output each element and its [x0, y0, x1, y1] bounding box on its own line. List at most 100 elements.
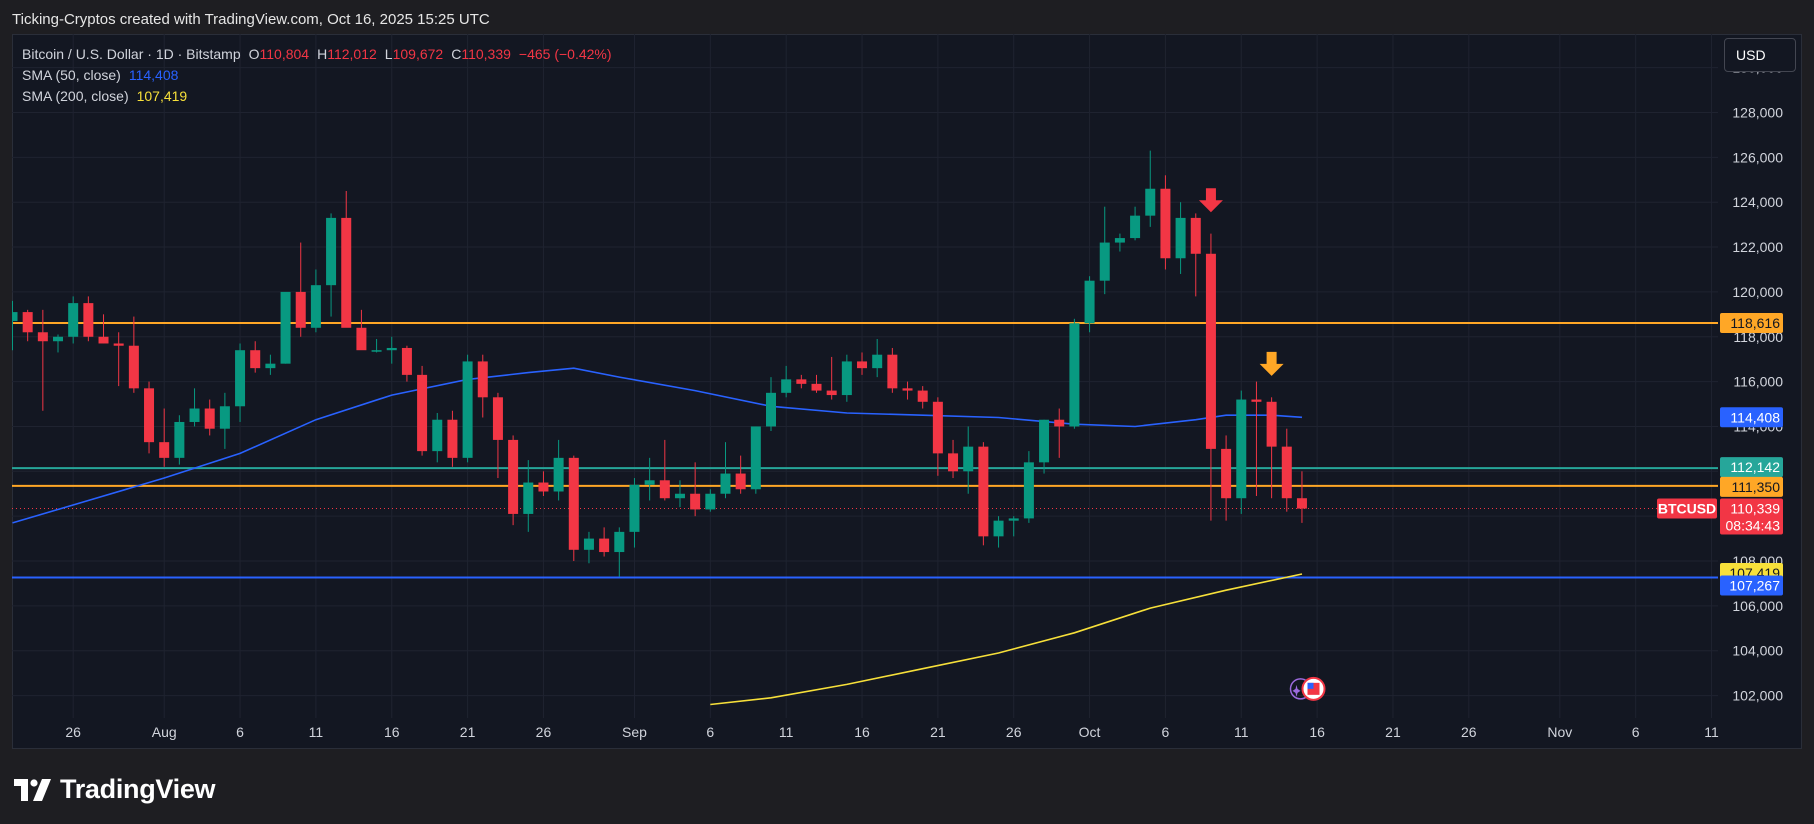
sma50-label[interactable]: SMA (50, close)	[22, 67, 121, 83]
candle-body[interactable]	[1266, 401, 1277, 447]
candle-body[interactable]	[128, 345, 139, 389]
candle-body[interactable]	[1114, 238, 1125, 243]
candle-body[interactable]	[1175, 217, 1186, 259]
candle-body[interactable]	[948, 453, 959, 472]
symbol-tag[interactable]	[1657, 498, 1717, 519]
candle-body[interactable]	[796, 379, 807, 384]
level-tag-112142[interactable]	[1720, 457, 1783, 478]
sma50-line[interactable]	[12, 367, 1303, 524]
candle-body[interactable]	[477, 361, 488, 398]
candle-body[interactable]	[735, 473, 746, 490]
candle-body[interactable]	[417, 374, 428, 452]
candle-body[interactable]	[568, 457, 579, 550]
candle-body[interactable]	[674, 493, 685, 499]
candle-body[interactable]	[932, 401, 943, 454]
candle-body[interactable]	[1281, 446, 1292, 499]
candle-body[interactable]	[659, 480, 670, 499]
candle-body[interactable]	[68, 303, 79, 337]
candle-body[interactable]	[401, 347, 412, 375]
candle-body[interactable]	[8, 312, 18, 322]
candle-body[interactable]	[1296, 498, 1307, 509]
candle-body[interactable]	[720, 473, 731, 494]
candle-body[interactable]	[386, 347, 397, 351]
candle-body[interactable]	[1069, 323, 1080, 427]
candle-body[interactable]	[53, 336, 64, 342]
candle-body[interactable]	[1054, 419, 1065, 427]
candle-body[interactable]	[599, 538, 610, 553]
candle-body[interactable]	[22, 312, 33, 333]
candle-body[interactable]	[690, 493, 701, 510]
candle-body[interactable]	[371, 350, 382, 352]
candle-body[interactable]	[144, 388, 155, 443]
candle-body[interactable]	[857, 361, 868, 369]
candle-body[interactable]	[538, 482, 549, 492]
candle-body[interactable]	[159, 442, 170, 458]
candle-body[interactable]	[295, 291, 306, 328]
candle-body[interactable]	[280, 291, 291, 364]
candle-body[interactable]	[523, 482, 534, 514]
candle-body[interactable]	[553, 457, 564, 492]
candle-body[interactable]	[462, 361, 473, 458]
candle-body[interactable]	[917, 390, 928, 402]
candle-body[interactable]	[750, 426, 761, 490]
candle-body[interactable]	[841, 361, 852, 396]
candle-body[interactable]	[356, 327, 367, 351]
candle-body[interactable]	[1145, 188, 1156, 216]
last-price-tag[interactable]	[1720, 498, 1783, 535]
candle-body[interactable]	[993, 520, 1004, 537]
level-tag-111350[interactable]	[1720, 476, 1783, 497]
candle-body[interactable]	[781, 379, 792, 393]
level-tag-107267[interactable]	[1720, 575, 1783, 596]
candle-body[interactable]	[978, 446, 989, 537]
candle-body[interactable]	[1130, 215, 1141, 239]
candle-body[interactable]	[265, 363, 276, 369]
candle-body[interactable]	[1023, 462, 1034, 519]
candle-body[interactable]	[1160, 188, 1171, 259]
candle-body[interactable]	[963, 446, 974, 472]
candle-body[interactable]	[219, 406, 230, 429]
sma50-price-tag[interactable]	[1720, 407, 1783, 428]
candle-body[interactable]	[1084, 280, 1095, 324]
chart-pane[interactable]	[12, 34, 1802, 749]
candle-body[interactable]	[583, 538, 594, 550]
currency-button[interactable]: USD	[1724, 38, 1796, 72]
candle-body[interactable]	[235, 350, 246, 407]
candle-body[interactable]	[1008, 518, 1019, 521]
candlestick-chart[interactable]: 102,000104,000106,000108,000110,000112,0…	[0, 0, 1814, 749]
candle-body[interactable]	[766, 392, 776, 427]
candle-body[interactable]	[1099, 242, 1110, 281]
candle-body[interactable]	[614, 531, 625, 553]
sma200-line[interactable]	[710, 573, 1303, 706]
candle-body[interactable]	[1236, 399, 1247, 499]
candle-body[interactable]	[887, 354, 898, 389]
tradingview-logo[interactable]: TradingView	[14, 774, 216, 805]
candle-body[interactable]	[644, 480, 655, 485]
candle-body[interactable]	[705, 493, 716, 510]
candle-body[interactable]	[1039, 419, 1050, 463]
candle-body[interactable]	[1205, 253, 1216, 449]
candle-body[interactable]	[113, 343, 124, 346]
candle-body[interactable]	[98, 336, 109, 344]
candle-body[interactable]	[872, 354, 883, 369]
candle-body[interactable]	[508, 439, 519, 514]
candle-body[interactable]	[1251, 399, 1262, 402]
candle-body[interactable]	[341, 217, 352, 328]
candle-body[interactable]	[1190, 217, 1201, 254]
candle-body[interactable]	[174, 421, 185, 458]
level-tag-118616[interactable]	[1720, 312, 1783, 333]
candle-body[interactable]	[310, 285, 321, 328]
candle-body[interactable]	[37, 332, 48, 342]
candle-body[interactable]	[250, 350, 261, 369]
candle-body[interactable]	[447, 419, 458, 458]
candle-body[interactable]	[189, 408, 200, 422]
candle-body[interactable]	[811, 383, 822, 391]
candle-body[interactable]	[83, 303, 94, 337]
candle-body[interactable]	[432, 419, 443, 452]
candle-body[interactable]	[902, 388, 913, 391]
candle-body[interactable]	[826, 390, 837, 396]
candle-body[interactable]	[204, 408, 215, 429]
candle-body[interactable]	[492, 397, 503, 440]
candle-body[interactable]	[326, 217, 337, 286]
sma200-label[interactable]: SMA (200, close)	[22, 88, 129, 104]
candle-body[interactable]	[629, 484, 640, 532]
